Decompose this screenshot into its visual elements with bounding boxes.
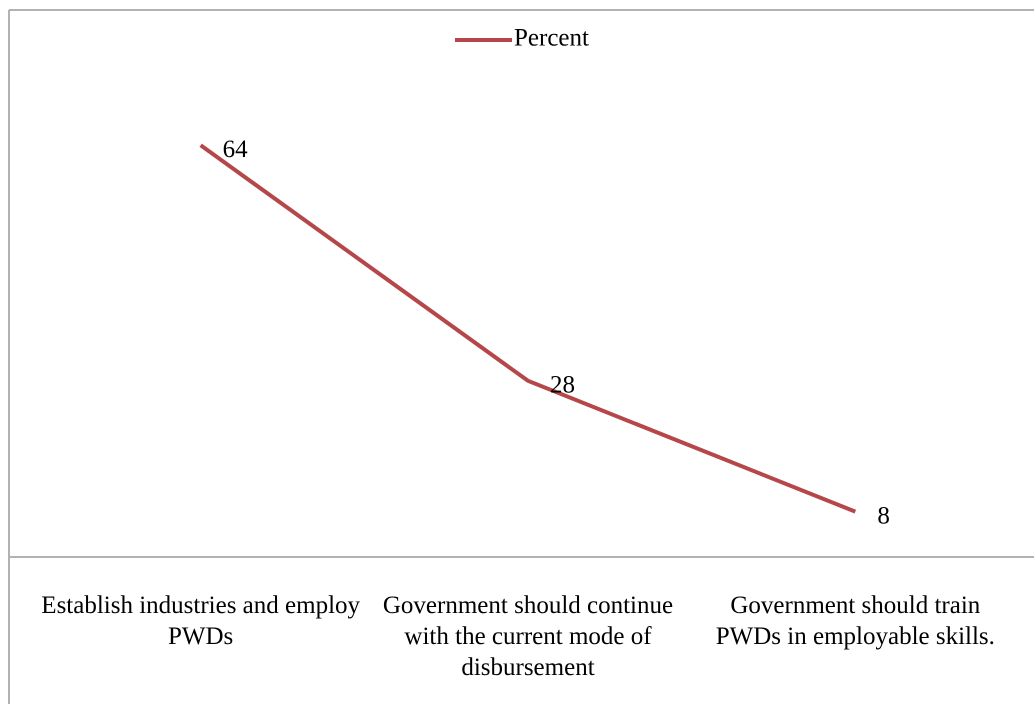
- series-line: [199, 143, 857, 514]
- x-tick-label: Government should continue with the curr…: [382, 592, 674, 681]
- data-label: 28: [550, 372, 575, 399]
- legend-label: Percent: [514, 25, 589, 52]
- x-tick-label: Government should train PWDs in employab…: [715, 592, 995, 650]
- data-label: 8: [877, 502, 890, 529]
- x-tick-label: Establish industries and employ PWDs: [41, 592, 361, 650]
- data-label: 64: [223, 136, 249, 163]
